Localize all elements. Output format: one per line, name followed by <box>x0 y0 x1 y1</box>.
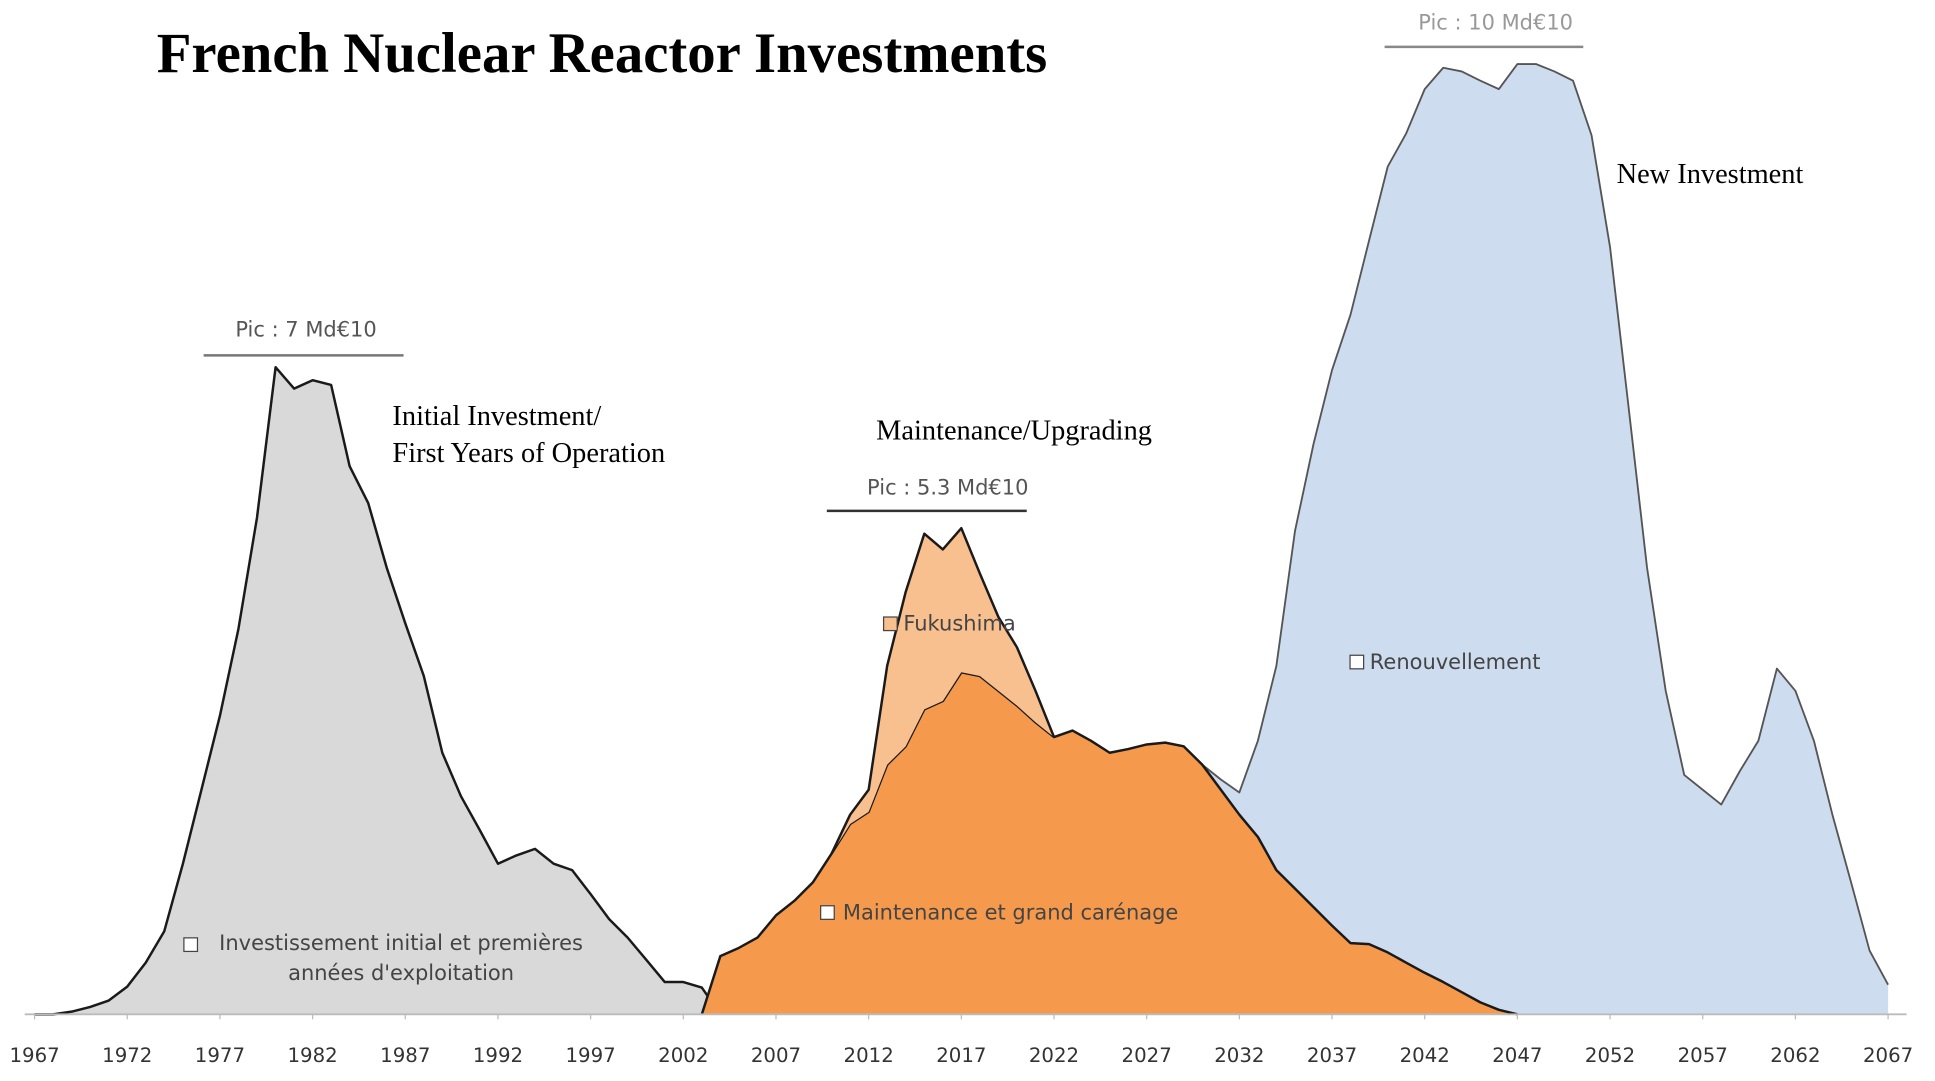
x-tick-label: 2012 <box>844 1044 894 1067</box>
x-tick-label: 2052 <box>1585 1044 1635 1067</box>
x-tick-label: 2057 <box>1678 1044 1728 1067</box>
legend-label: Renouvellement <box>1369 650 1541 676</box>
legend-box: Fukushima <box>903 612 1016 637</box>
x-tick-label: 1967 <box>9 1044 59 1067</box>
legend-label: Investissement initial et premières anné… <box>219 931 583 986</box>
x-tick-label: 1982 <box>287 1044 337 1067</box>
x-tick-label: 2022 <box>1029 1044 1079 1067</box>
x-tick-label: 1977 <box>195 1044 245 1067</box>
x-tick-label: 2067 <box>1863 1044 1913 1067</box>
x-tick-label: 2032 <box>1214 1044 1264 1067</box>
area <box>701 672 1518 1015</box>
x-tick-label: 2007 <box>751 1044 801 1067</box>
annotation: Pic : 10 Md€10 <box>1418 10 1573 34</box>
x-tick-label: 1997 <box>566 1044 616 1067</box>
areas <box>34 63 1889 1016</box>
x-tick-label: 2037 <box>1307 1044 1357 1067</box>
area <box>1202 64 1889 1015</box>
legend-label: Fukushima <box>903 612 1016 637</box>
area-outline <box>1201 63 1889 986</box>
annotation: First Years of Operation <box>392 438 665 469</box>
legend-swatch <box>820 905 835 920</box>
annotation: New Investment <box>1617 159 1804 190</box>
area-outline <box>830 526 1056 855</box>
x-tick-label: 2042 <box>1400 1044 1450 1067</box>
legend-label: Maintenance et grand carénage <box>842 900 1179 926</box>
legend-box: Investissement initial et premières anné… <box>219 931 583 986</box>
x-tick-label: 2027 <box>1122 1044 1172 1067</box>
annotation: Pic : 5.3 Md€10 <box>867 476 1028 500</box>
area <box>831 528 1055 854</box>
legend-swatch <box>1349 654 1365 670</box>
x-tick-label: 2002 <box>658 1044 708 1067</box>
annotation: Pic : 7 Md€10 <box>235 318 376 342</box>
annotation: Maintenance/Upgrading <box>876 416 1152 447</box>
area <box>34 367 721 1015</box>
area-outline <box>34 366 722 1016</box>
legend-box: Maintenance et grand carénage <box>842 900 1179 926</box>
x-tick-label: 1987 <box>380 1044 430 1067</box>
annotation: Initial Investment/ <box>392 401 601 432</box>
legend-box: Renouvellement <box>1369 650 1541 676</box>
x-tick-label: 1992 <box>473 1044 523 1067</box>
x-tick-label: 1972 <box>102 1044 152 1067</box>
x-tick-label: 2047 <box>1492 1044 1542 1067</box>
legend-swatch <box>183 937 199 953</box>
x-tick-label: 2017 <box>936 1044 986 1067</box>
chart-title: French Nuclear Reactor Investments <box>157 22 1048 85</box>
legend-swatch <box>882 616 898 632</box>
x-tick-label: 2062 <box>1770 1044 1820 1067</box>
